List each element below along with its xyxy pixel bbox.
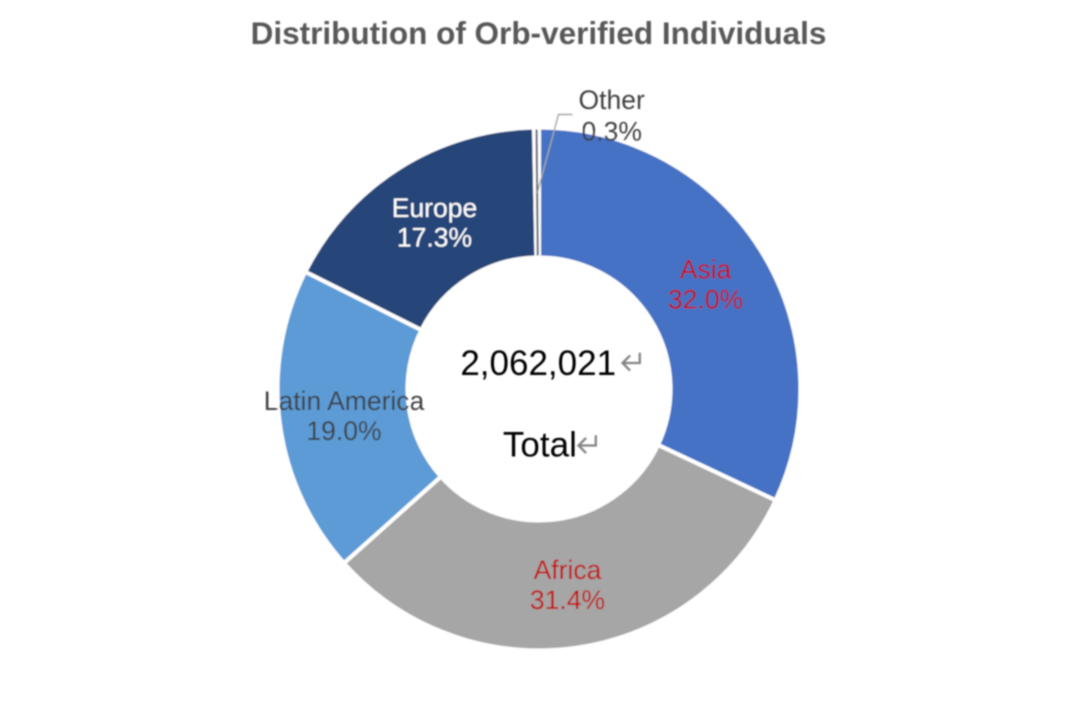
svg-text:Total: Total (503, 426, 577, 465)
svg-text:19.0%: 19.0% (306, 416, 381, 446)
svg-text:17.3%: 17.3% (397, 223, 472, 253)
svg-text:Latin America: Latin America (264, 386, 425, 416)
svg-text:2,062,021: 2,062,021 (460, 344, 616, 383)
svg-text:Distribution of Orb-verified I: Distribution of Orb-verified Individuals (251, 15, 827, 51)
svg-text:Africa: Africa (534, 555, 602, 585)
svg-text:Other: Other (579, 85, 645, 115)
svg-text:Asia: Asia (680, 255, 732, 285)
svg-text:31.4%: 31.4% (530, 585, 605, 615)
svg-text:Europe: Europe (392, 193, 477, 223)
svg-text:0.3%: 0.3% (581, 117, 641, 147)
svg-text:32.0%: 32.0% (668, 285, 743, 315)
